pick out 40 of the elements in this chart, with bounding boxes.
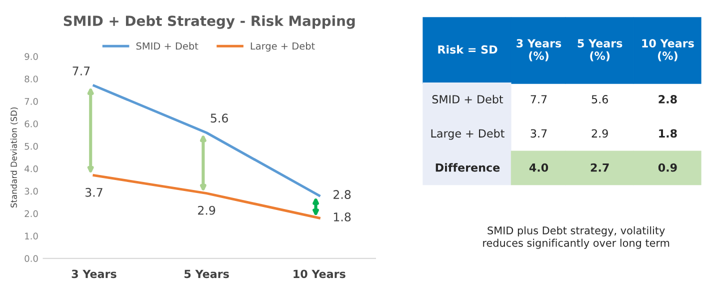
text: 2.7 [590, 163, 609, 172]
data-label: 2.9 [198, 206, 216, 215]
y-tick-label: 3.0 [24, 188, 38, 195]
category-label: 5 Years (%) [578, 39, 622, 62]
text: 2.8 [658, 95, 677, 104]
text: 3.7 [530, 129, 547, 138]
y-tick-label: 9.0 [24, 53, 38, 60]
category-label: Risk = SD [438, 45, 498, 54]
y-tick-label: 2.0 [24, 210, 38, 218]
text: 4.0 [529, 163, 548, 172]
legend-label: Large + Debt [250, 42, 315, 52]
y-axis-title: Standard Deviation (SD) [10, 107, 18, 208]
category-label: 3 Years (%) [516, 39, 562, 62]
text: 2.9 [592, 129, 608, 138]
y-tick-label: 4.0 [24, 165, 38, 172]
data-label: 7.7 [72, 66, 90, 76]
x-tick-label: 10 Years [294, 270, 346, 278]
x-tick-label: 5 Years [184, 270, 229, 278]
x-tick-label: 3 Years [72, 270, 116, 278]
category-label: SMID + Debt [432, 94, 504, 104]
y-tick-label: 0.0 [24, 255, 38, 262]
data-label: 1.8 [334, 212, 351, 222]
text: 0.9 [658, 163, 677, 172]
y-tick-label: 1.0 [25, 232, 38, 240]
text: 5.6 [592, 95, 608, 104]
text: 1.8 [659, 129, 677, 138]
data-label: 2.8 [334, 190, 351, 199]
y-tick-label: 6.0 [24, 120, 38, 128]
y-tick-label: 5.0 [24, 142, 38, 150]
category-label: 10 Years (%) [642, 39, 694, 62]
category-label: Difference [436, 163, 500, 172]
text: 7.7 [530, 95, 547, 104]
legend-label: SMID + Debt [136, 42, 198, 50]
y-tick-label: 7.0 [24, 98, 38, 105]
y-tick-label: 8.0 [24, 76, 38, 82]
data-label: 5.6 [210, 114, 228, 123]
text: SMID plus Debt strategy, volatility reduces significantly over long term [483, 226, 670, 249]
chart-title: SMID + Debt Strategy - Risk Mapping [64, 15, 355, 29]
data-label: 3.7 [85, 188, 102, 197]
category-label: Large + Debt [431, 129, 504, 140]
